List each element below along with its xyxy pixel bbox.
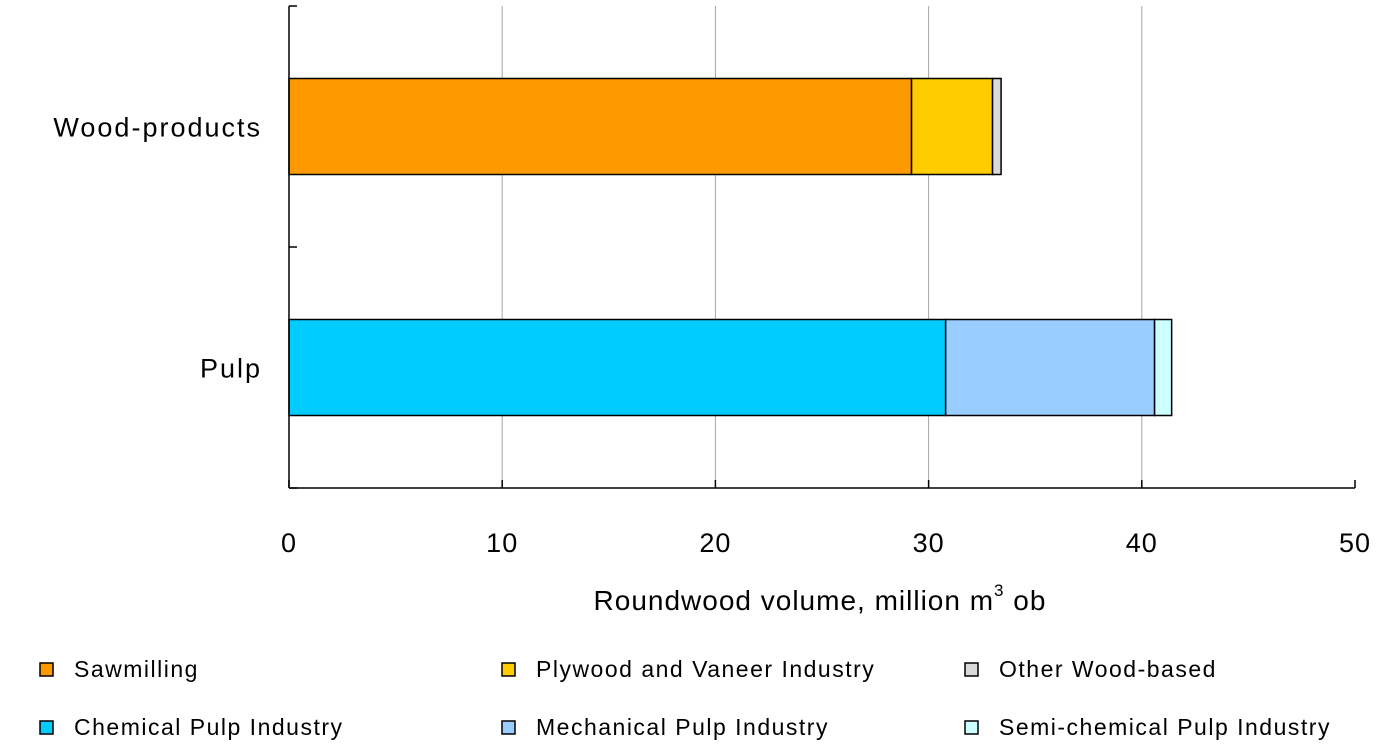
x-tick-label: 0 bbox=[281, 528, 297, 558]
x-axis-label-suffix: ob bbox=[1005, 585, 1047, 616]
x-axis-label: Roundwood volume, million m3 ob bbox=[594, 581, 1047, 616]
bar-segment bbox=[910, 77, 994, 176]
category-labels: Wood-products Pulp bbox=[53, 113, 262, 384]
legend-label: Plywood and Vaneer Industry bbox=[536, 656, 875, 682]
x-tick-label: 10 bbox=[486, 528, 518, 558]
bar-segment bbox=[288, 318, 947, 417]
legend-label: Mechanical Pulp Industry bbox=[536, 714, 829, 740]
legend-swatch bbox=[964, 662, 979, 677]
bar-segment bbox=[944, 318, 1156, 417]
legend-swatch bbox=[501, 720, 516, 735]
legend: Sawmilling Plywood and Vaneer Industry Oth… bbox=[39, 656, 1331, 740]
category-label: Wood-products bbox=[53, 113, 262, 143]
category-label: Pulp bbox=[200, 354, 262, 384]
x-axis-label-superscript: 3 bbox=[994, 581, 1004, 600]
legend-label: Semi-chemical Pulp Industry bbox=[999, 714, 1331, 740]
legend-swatch bbox=[39, 720, 54, 735]
x-tick-label: 50 bbox=[1339, 528, 1371, 558]
legend-label: Chemical Pulp Industry bbox=[74, 714, 344, 740]
legend-label: Other Wood-based bbox=[999, 656, 1217, 682]
axes bbox=[288, 5, 1356, 489]
bar-segment bbox=[288, 77, 913, 176]
x-axis-label-main: Roundwood volume, million m bbox=[594, 585, 995, 616]
bar-segment bbox=[1153, 318, 1173, 417]
legend-swatch bbox=[39, 662, 54, 677]
legend-swatch bbox=[501, 662, 516, 677]
x-tick-label: 20 bbox=[699, 528, 731, 558]
legend-swatch bbox=[964, 720, 979, 735]
legend-label: Sawmilling bbox=[74, 656, 199, 682]
x-tick-label: 40 bbox=[1126, 528, 1158, 558]
bars bbox=[288, 77, 1173, 417]
x-tick-labels: 0 10 20 30 40 50 bbox=[281, 528, 1371, 558]
bar-segment bbox=[991, 77, 1002, 176]
x-tick-label: 30 bbox=[913, 528, 945, 558]
